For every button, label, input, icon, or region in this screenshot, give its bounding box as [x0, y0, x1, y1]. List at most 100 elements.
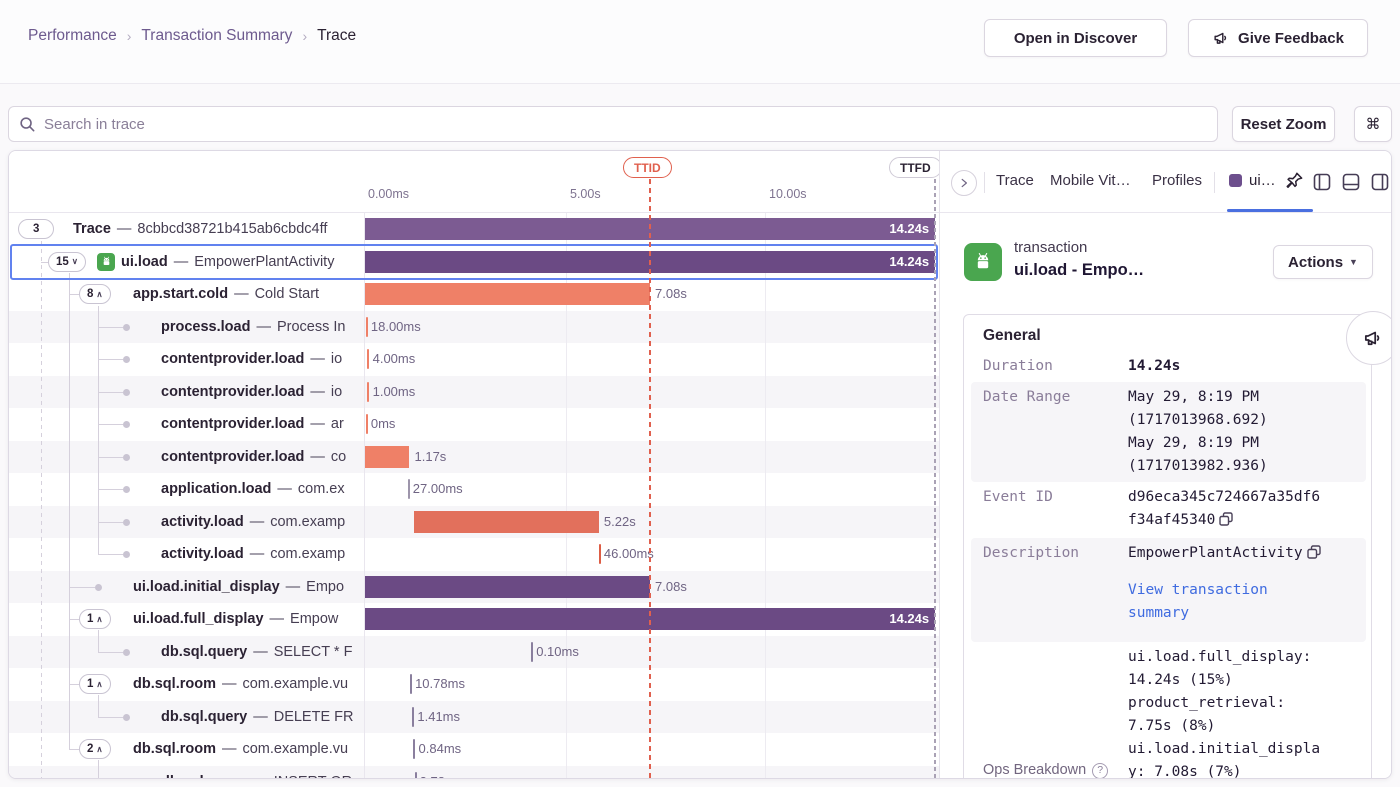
span-row[interactable]: 3 Trace — 8cbbcd38721b415ab6cbdc4ff 14.24s [9, 213, 940, 246]
span-description: io [330, 351, 343, 368]
span-row[interactable]: 8 ∧ app.start.cold — Cold Start 7.08s [9, 278, 940, 311]
child-count: 8 [87, 288, 94, 300]
span-op: app.start.cold [133, 286, 229, 303]
span-duration-tick[interactable] [367, 349, 370, 369]
timeline-header: 0.00ms 5.00s 10.00s [9, 151, 940, 213]
span-duration-tick[interactable] [365, 414, 368, 434]
leaf-span-dot [122, 388, 130, 396]
date-range-row: Date Range May 29, 8:19 PM (1717013968.6… [971, 382, 1366, 482]
span-op: contentprovider.load [161, 416, 305, 433]
span-row[interactable]: process.load — Process In 18.00ms [9, 311, 940, 344]
tree-waterfall-divider[interactable] [364, 151, 365, 778]
tab-trace[interactable]: Trace [996, 172, 1034, 189]
selected-row-outline [10, 244, 938, 280]
span-duration-tick[interactable] [531, 641, 534, 662]
span-duration-tick[interactable] [414, 771, 417, 778]
span-duration-bar[interactable] [413, 510, 599, 533]
span-duration-label: 1.00ms [372, 383, 416, 399]
span-duration-tick[interactable] [365, 316, 368, 337]
trace-search-bar[interactable] [8, 106, 1218, 142]
view-transaction-summary-link[interactable]: summary [1128, 605, 1190, 621]
span-row[interactable]: activity.load — com.examp 46.00ms [9, 538, 940, 571]
tree-connector-line [69, 684, 79, 685]
breadcrumb-performance[interactable]: Performance [28, 27, 117, 44]
span-row[interactable]: activity.load — com.examp 5.22s [9, 506, 940, 539]
span-row[interactable]: db.sql.query — DELETE FR 1.41ms [9, 701, 940, 734]
span-row[interactable]: application.load — com.ex 27.00ms [9, 473, 940, 506]
span-bar-cell: 5.22s [364, 506, 938, 539]
breadcrumb: Performance › Transaction Summary › Trac… [28, 27, 356, 45]
child-count-pill[interactable]: 1 ∧ [79, 674, 111, 694]
tab-ui-load-active[interactable]: ui… [1229, 172, 1276, 189]
breadcrumb-transaction-summary[interactable]: Transaction Summary [141, 27, 293, 44]
axis-tick-5s: 5.00s [570, 187, 601, 201]
shortcut-key-button[interactable]: ⌘ [1354, 106, 1392, 142]
give-feedback-button[interactable]: Give Feedback [1188, 19, 1368, 57]
span-description: ar [330, 416, 344, 433]
span-label-separator: — [310, 448, 325, 465]
span-duration-tick[interactable] [367, 381, 370, 402]
span-description: INSERT OR [274, 774, 352, 778]
span-label: contentprovider.load — io [161, 376, 940, 409]
tab-mobile-vitals[interactable]: Mobile Vit… [1050, 172, 1131, 189]
span-row[interactable]: db.sql.query — INSERT OR 2.78ms [9, 766, 940, 778]
reset-zoom-button[interactable]: Reset Zoom [1232, 106, 1335, 142]
pin-tab-icon[interactable] [1284, 170, 1305, 196]
span-duration-label: 14.24s [889, 611, 930, 626]
ttid-marker-pill[interactable]: TTID [623, 157, 672, 178]
span-row[interactable]: db.sql.query — SELECT * F 0.10ms [9, 636, 940, 669]
general-section-title: General [983, 327, 1041, 344]
layout-panel-bottom-icon[interactable] [1342, 173, 1360, 196]
reset-zoom-label: Reset Zoom [1240, 115, 1327, 133]
span-row[interactable]: ui.load.initial_display — Empo 7.08s [9, 571, 940, 604]
span-row[interactable]: contentprovider.load — io 1.00ms [9, 376, 940, 409]
child-count-pill[interactable]: 8 ∧ [79, 284, 111, 304]
span-duration-bar[interactable] [364, 283, 650, 305]
child-count-pill[interactable]: 2 ∧ [79, 739, 111, 759]
span-duration-bar[interactable] [364, 575, 650, 598]
span-row[interactable]: contentprovider.load — co 1.17s [9, 441, 940, 474]
actions-dropdown-button[interactable]: Actions ▼ [1273, 245, 1373, 279]
open-in-discover-button[interactable]: Open in Discover [984, 19, 1167, 57]
span-row[interactable]: contentprovider.load — io 4.00ms [9, 343, 940, 376]
row-stripe [9, 765, 940, 778]
copy-icon[interactable] [1306, 544, 1321, 567]
span-duration-tick[interactable] [413, 739, 416, 759]
ttfd-marker-pill[interactable]: TTFD [889, 157, 942, 178]
span-waterfall: 3 Trace —8cbbcd38721b415ab6cbdc4ff 14.24s 15… [9, 213, 940, 778]
layout-sidebar-left-icon[interactable] [1313, 173, 1331, 196]
date-range-start-ts: (1717013968.692) [1128, 412, 1268, 428]
span-row[interactable]: 1 ∧ ui.load.full_display — Empow 14.24s [9, 603, 940, 636]
span-row[interactable]: 2 ∧ db.sql.room — com.example.vu 0.84ms [9, 733, 940, 766]
view-transaction-summary-link[interactable]: View transaction [1128, 582, 1268, 598]
span-duration-tick[interactable] [598, 544, 601, 564]
span-duration-tick[interactable] [409, 674, 412, 694]
leaf-span-dot [94, 583, 102, 591]
span-label: app.start.cold — Cold Start [133, 278, 940, 311]
span-label: ui.load.initial_display — Empo [133, 571, 940, 604]
span-op: db.sql.query [161, 774, 247, 778]
span-description: io [330, 383, 343, 400]
chevron-right-icon: › [126, 28, 132, 44]
span-label: contentprovider.load — io [161, 343, 940, 376]
span-duration-bar[interactable] [364, 445, 410, 468]
span-bar-cell: 0.10ms [364, 636, 938, 669]
search-input[interactable] [44, 115, 1207, 133]
child-count-pill[interactable]: 1 ∧ [79, 609, 111, 629]
tab-profiles[interactable]: Profiles [1152, 172, 1203, 189]
panel-collapse-button[interactable] [951, 170, 977, 196]
span-duration-tick[interactable] [412, 706, 415, 727]
span-label-separator: — [253, 774, 268, 778]
floating-feedback-button[interactable] [1346, 311, 1391, 365]
child-count-pill[interactable]: 15 ∨ [48, 251, 87, 272]
span-row[interactable]: 1 ∧ db.sql.room — com.example.vu 10.78ms [9, 668, 940, 701]
trace-view-container: 3 Trace —8cbbcd38721b415ab6cbdc4ff 14.24s 15… [8, 150, 1392, 779]
child-count-pill[interactable]: 3 [18, 219, 55, 239]
layout-sidebar-right-icon[interactable] [1371, 173, 1389, 196]
help-question-icon[interactable]: ? [1092, 762, 1109, 778]
span-duration-tick[interactable] [407, 479, 410, 499]
span-row[interactable]: contentprovider.load — ar 0ms [9, 408, 940, 441]
span-label-separator: — [249, 546, 265, 563]
copy-icon[interactable] [1219, 511, 1234, 534]
ops-breakdown-line: ui.load.initial_displa [1128, 741, 1321, 757]
